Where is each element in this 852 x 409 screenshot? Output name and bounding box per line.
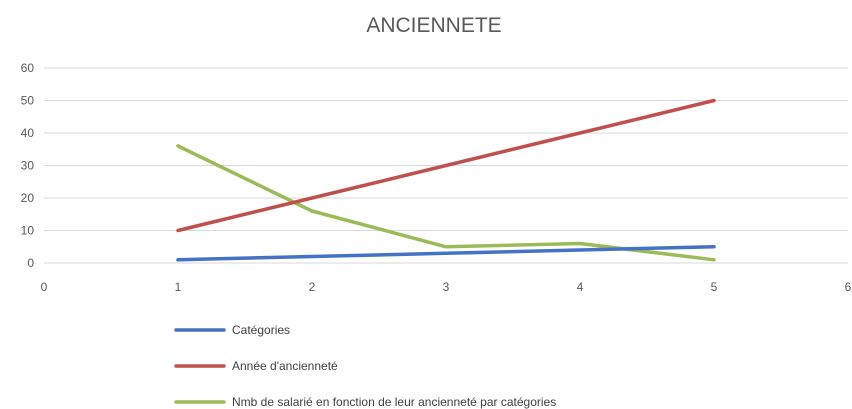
x-tick-label: 2	[309, 280, 316, 294]
series-lines	[176, 98, 716, 262]
chart-title: ANCIENNETE	[366, 14, 501, 37]
x-tick-label: 6	[845, 280, 852, 294]
legend-label-2: Année d'ancienneté	[232, 359, 338, 373]
legend-label-1: Catégories	[232, 323, 290, 337]
series-line-2	[176, 98, 716, 233]
y-tick-label: 0	[27, 256, 34, 270]
series-line-1	[176, 245, 716, 262]
x-tick-label: 1	[175, 280, 182, 294]
y-tick-label: 40	[21, 126, 35, 140]
y-tick-label: 20	[21, 191, 35, 205]
y-tick-label: 60	[21, 61, 35, 75]
x-axis-ticks: 0 1 2 3 4 5 6	[41, 280, 852, 294]
x-tick-label: 0	[41, 280, 48, 294]
x-tick-label: 4	[577, 280, 584, 294]
y-axis-ticks: 0 10 20 30 40 50 60	[21, 61, 35, 270]
series-line-3	[176, 144, 716, 262]
legend: Catégories Année d'ancienneté Nmb de salar…	[174, 323, 556, 409]
y-tick-label: 50	[21, 94, 35, 108]
y-tick-label: 10	[21, 224, 35, 238]
y-tick-label: 30	[21, 159, 35, 173]
legend-label-3: Nmb de salarié en fonction de leur ancie…	[232, 395, 556, 409]
x-tick-label: 5	[711, 280, 718, 294]
x-tick-label: 3	[443, 280, 450, 294]
